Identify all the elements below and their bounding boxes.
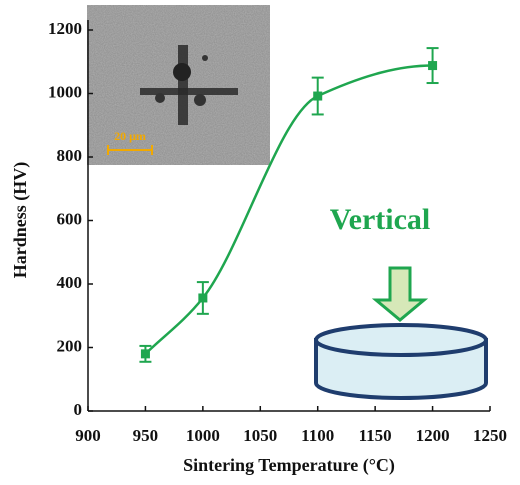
y-tick-label: 400 [57,273,83,292]
x-tick-label: 1250 [473,426,507,445]
scale-bar-label: 20 μm [114,129,146,143]
x-tick-label: 950 [133,426,159,445]
y-tick-label: 1000 [48,82,82,101]
data-point [313,91,323,101]
x-axis-title: Sintering Temperature (°C) [183,455,395,476]
direction-label: Vertical [330,203,431,236]
x-tick-label: 1150 [359,426,392,445]
data-point [140,349,150,359]
y-tick-label: 600 [57,209,83,228]
y-tick-label: 0 [74,400,83,419]
inset-micrograph: 20 μm [87,5,270,165]
data-point [198,293,208,303]
arrow [371,266,429,322]
data-point [428,61,438,71]
y-tick-label: 1200 [48,19,82,38]
x-tick-label: 1050 [243,426,277,445]
y-tick-label: 800 [57,146,83,165]
y-axis-title: Hardness (HV) [10,162,31,279]
fit-curve [144,64,433,355]
x-tick-label: 1100 [301,426,334,445]
sample-disk [314,323,488,400]
x-tick-label: 900 [75,426,101,445]
y-tick-label: 200 [57,336,83,355]
x-tick-label: 1200 [416,426,450,445]
x-tick-label: 1000 [186,426,220,445]
